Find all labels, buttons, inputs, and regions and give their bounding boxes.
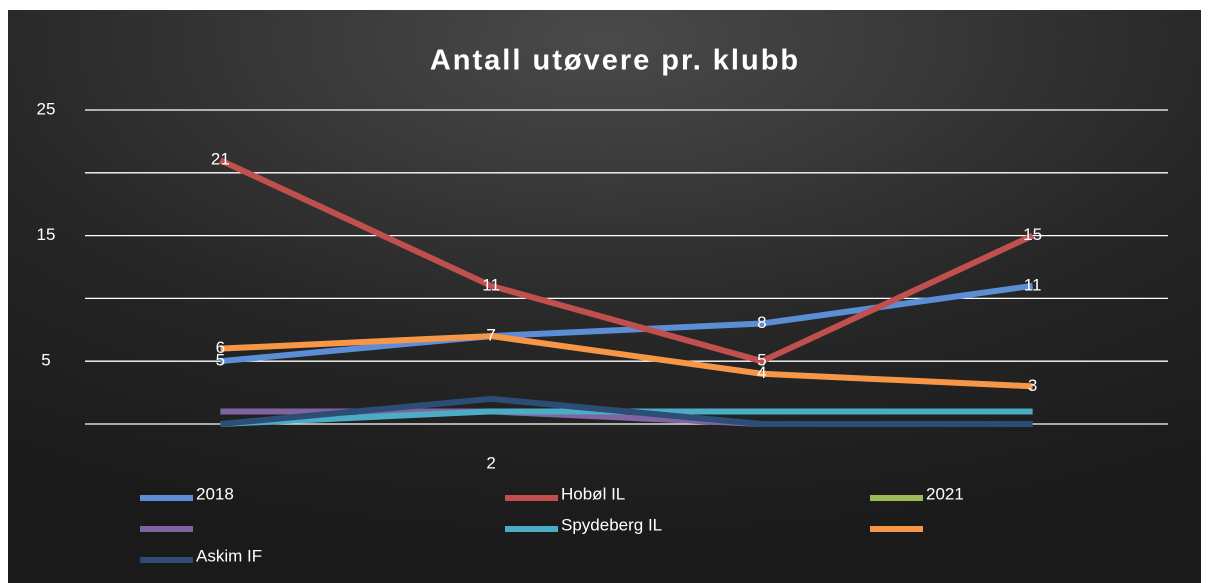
x-tick-label: 2 bbox=[486, 453, 495, 472]
y-tick-label: 15 bbox=[37, 225, 56, 244]
y-tick-label: 5 bbox=[41, 351, 50, 370]
series-line bbox=[220, 333, 1033, 390]
data-label: 11 bbox=[1024, 275, 1042, 294]
legend-label: 2018 bbox=[196, 484, 234, 503]
series-line bbox=[219, 157, 1034, 365]
data-label: 6 bbox=[216, 338, 225, 357]
legend-label: 2021 bbox=[926, 484, 964, 503]
data-label: 3 bbox=[1028, 376, 1037, 395]
series-line bbox=[220, 282, 1034, 365]
y-tick-label: 25 bbox=[37, 99, 56, 118]
data-label: 15 bbox=[1023, 225, 1042, 244]
series-line bbox=[220, 395, 1033, 427]
data-label: 5 bbox=[216, 351, 225, 370]
legend-label: Spydeberg IL bbox=[561, 515, 662, 534]
data-label: 4 bbox=[757, 363, 766, 382]
legend-label: Askim IF bbox=[196, 546, 262, 565]
legend-label: Hobøl IL bbox=[561, 484, 625, 503]
data-label: 8 bbox=[757, 313, 766, 332]
data-label: 5 bbox=[757, 351, 766, 370]
data-label: 11 bbox=[482, 275, 500, 294]
data-label: 7 bbox=[486, 326, 495, 345]
chart-title: Antall utøvere pr. klubb bbox=[430, 45, 800, 77]
data-label: 21 bbox=[211, 150, 230, 169]
chart-background bbox=[8, 10, 1201, 583]
